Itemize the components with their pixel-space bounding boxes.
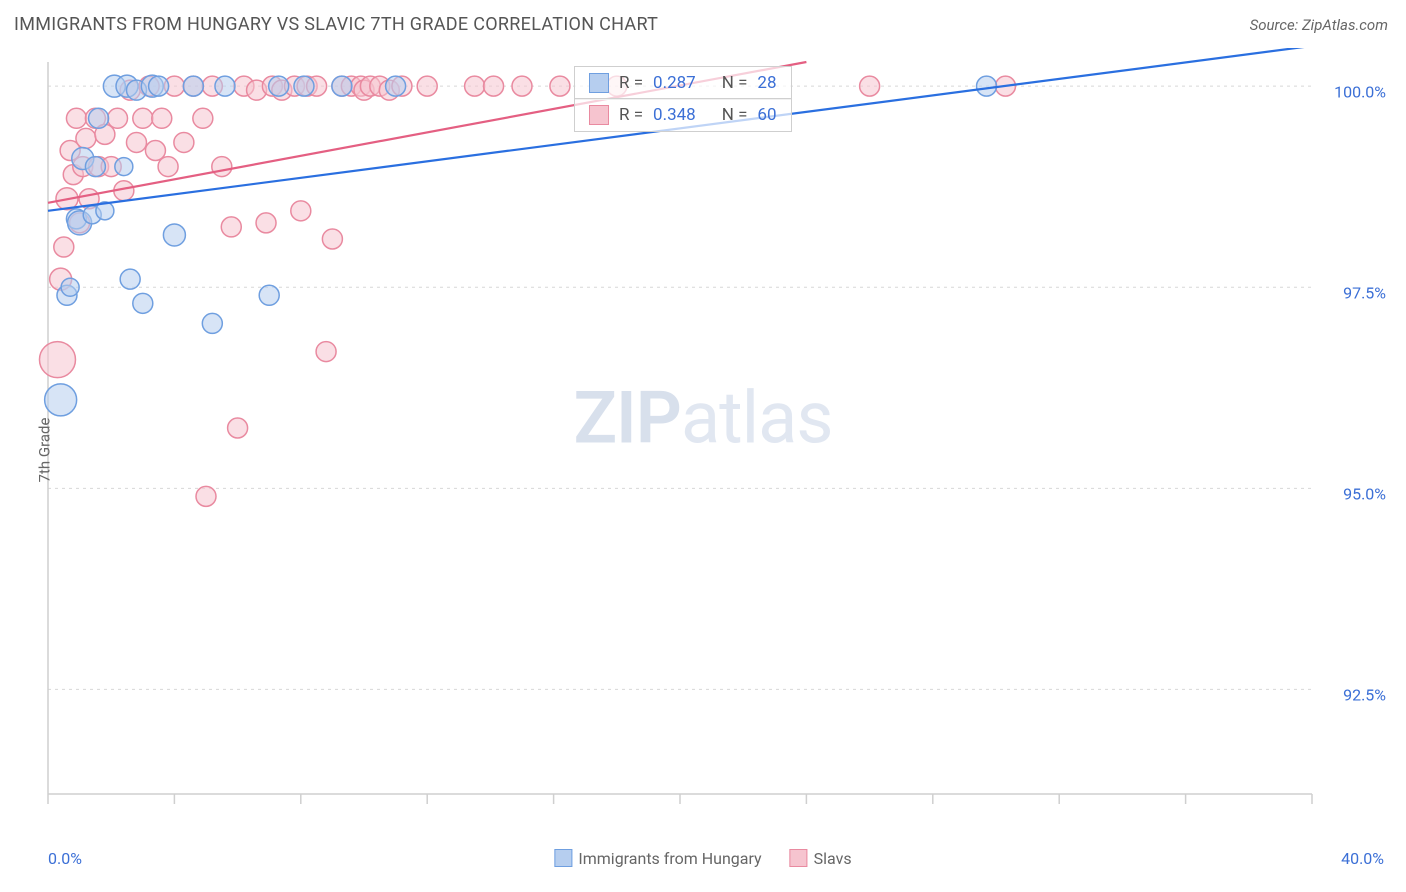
- stat-box-hungary: R = 0.287 N = 28: [574, 66, 792, 100]
- y-tick-label: 92.5%: [1343, 686, 1386, 705]
- source-label: Source: ZipAtlas.com: [1250, 16, 1388, 34]
- x-max-label: 40.0%: [1341, 849, 1384, 868]
- legend-item-hungary: Immigrants from Hungary: [554, 849, 761, 868]
- chart-title: IMMIGRANTS FROM HUNGARY VS SLAVIC 7TH GR…: [14, 14, 658, 35]
- stat-n-label: N =: [722, 105, 748, 125]
- scatter-plot: [14, 48, 1392, 852]
- y-tick-label: 95.0%: [1343, 485, 1386, 504]
- swatch-slavs: [589, 105, 609, 125]
- legend-label-hungary: Immigrants from Hungary: [578, 849, 761, 868]
- stat-n-value: 28: [757, 73, 776, 93]
- swatch-hungary: [589, 73, 609, 93]
- chart-area: 7th Grade ZIPatlas R = 0.287 N = 28 R = …: [14, 48, 1392, 852]
- stat-r-value: 0.287: [653, 73, 696, 93]
- legend: Immigrants from Hungary Slavs: [554, 849, 851, 868]
- x-min-label: 0.0%: [48, 849, 82, 868]
- stat-n-label: N =: [722, 73, 748, 93]
- stat-box-slavs: R = 0.348 N = 60: [574, 98, 792, 132]
- stat-r-label: R =: [619, 105, 643, 125]
- stat-n-value: 60: [757, 105, 776, 125]
- legend-swatch-hungary: [554, 849, 572, 867]
- stat-r-label: R =: [619, 73, 643, 93]
- y-tick-label: 100.0%: [1334, 83, 1386, 102]
- stat-r-value: 0.348: [653, 105, 696, 125]
- legend-label-slavs: Slavs: [814, 849, 852, 868]
- legend-item-slavs: Slavs: [790, 849, 852, 868]
- y-tick-label: 97.5%: [1343, 284, 1386, 303]
- y-axis-label: 7th Grade: [35, 418, 53, 483]
- legend-swatch-slavs: [790, 849, 808, 867]
